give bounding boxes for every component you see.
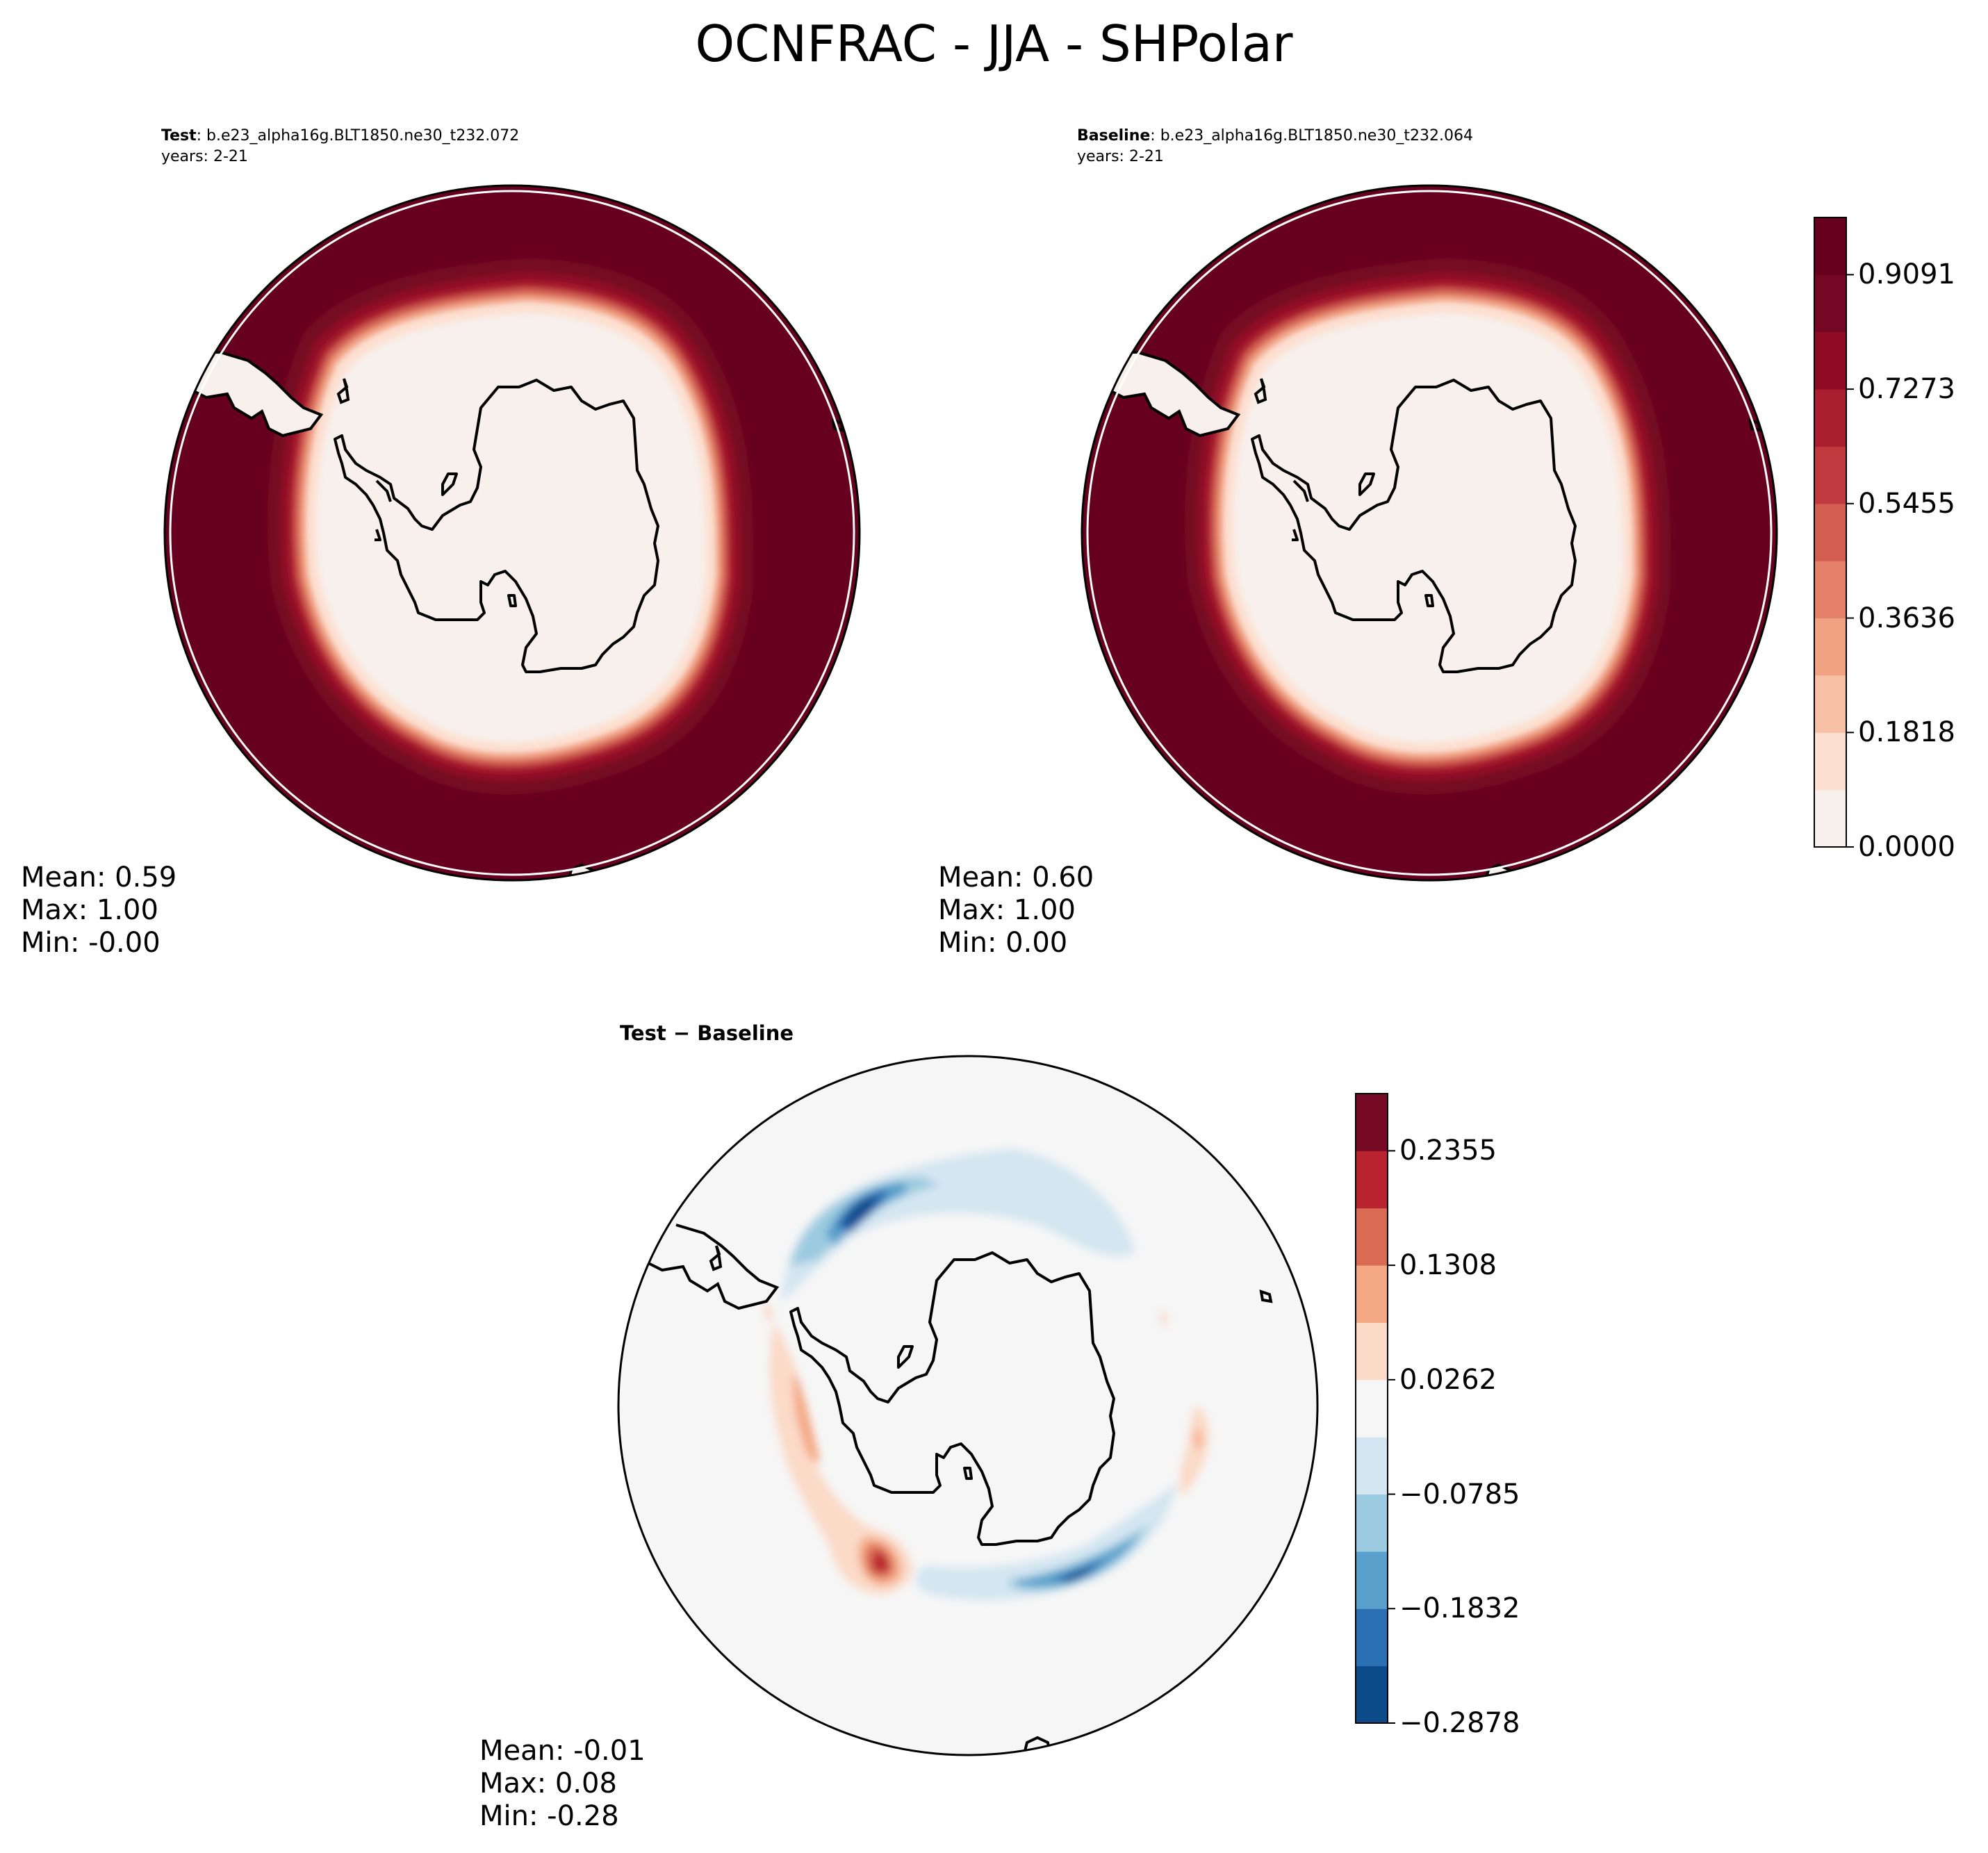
ice-edge-bands bbox=[267, 257, 754, 795]
difference-anomalies bbox=[764, 1148, 1209, 1601]
colorbar-tick-label: 0.9091 bbox=[1858, 258, 1955, 291]
colorbar-band bbox=[1356, 1208, 1388, 1266]
colorbar-band bbox=[1356, 1551, 1388, 1609]
colorbar-band bbox=[1356, 1608, 1388, 1667]
colorbar-tick-label: 0.5455 bbox=[1858, 487, 1955, 520]
colorbar-tick-label: 0.0262 bbox=[1399, 1363, 1497, 1396]
ice-edge-bands bbox=[1184, 257, 1671, 795]
test-label: Test: b.e23_alpha16g.BLT1850.ne30_t232.0… bbox=[161, 126, 519, 147]
colorbar-tick-label: 0.2355 bbox=[1399, 1135, 1497, 1167]
colorbar-band bbox=[1814, 217, 1846, 275]
colorbar-tick-label: 0.0000 bbox=[1858, 831, 1955, 863]
difference-map bbox=[617, 1055, 1319, 1756]
difference-mean: Mean: -0.01 bbox=[479, 1735, 646, 1767]
colorbar-tick-label: 0.7273 bbox=[1858, 373, 1955, 406]
small-island bbox=[1259, 1290, 1273, 1303]
island bbox=[336, 378, 350, 404]
colorbar-band bbox=[1356, 1494, 1388, 1552]
colorbar-tick-label: −0.0785 bbox=[1399, 1478, 1520, 1510]
colorbar-band bbox=[1814, 389, 1846, 447]
colorbar-band bbox=[1814, 446, 1846, 504]
colorbar-outline bbox=[1814, 217, 1847, 848]
colorbar-band bbox=[1814, 618, 1846, 676]
baseline-max: Max: 1.00 bbox=[938, 894, 1076, 926]
small-island bbox=[1748, 418, 1762, 432]
colorbar-band bbox=[1814, 789, 1846, 848]
test-max: Max: 1.00 bbox=[21, 894, 158, 926]
test-mean: Mean: 0.59 bbox=[21, 862, 177, 893]
test-case-name: : b.e23_alpha16g.BLT1850.ne30_t232.072 bbox=[196, 127, 520, 145]
baseline-min: Min: 0.00 bbox=[938, 927, 1068, 959]
colorbar-band bbox=[1814, 675, 1846, 733]
south-america-land bbox=[618, 1224, 780, 1310]
test-stats: Mean: 0.59 Max: 1.00 Min: -0.00 bbox=[21, 862, 176, 960]
baseline-years: years: 2-21 bbox=[1077, 148, 1164, 165]
colorbar-tick-label: 0.3636 bbox=[1858, 602, 1955, 634]
island bbox=[709, 1245, 723, 1271]
antarctica-coastline bbox=[1251, 379, 1577, 673]
difference-stats: Mean: -0.01 Max: 0.08 Min: -0.28 bbox=[479, 1735, 646, 1833]
baseline-stats: Mean: 0.60 Max: 1.00 Min: 0.00 bbox=[938, 862, 1094, 960]
colorbar-tick-label: 0.1308 bbox=[1399, 1249, 1497, 1282]
figure-title: OCNFRAC - JJA - SHPolar bbox=[695, 15, 1293, 73]
colorbar-band bbox=[1356, 1151, 1388, 1209]
test-min: Min: -0.00 bbox=[21, 927, 161, 959]
colorbar-band bbox=[1814, 561, 1846, 619]
difference-background bbox=[618, 1056, 1317, 1755]
baseline-case-name: : b.e23_alpha16g.BLT1850.ne30_t232.064 bbox=[1150, 127, 1473, 145]
colorbar-band bbox=[1356, 1094, 1388, 1151]
island bbox=[1254, 378, 1267, 404]
colorbar-band bbox=[1814, 503, 1846, 561]
colorbar-band bbox=[1356, 1437, 1388, 1495]
colorbar-band bbox=[1356, 1665, 1388, 1724]
colorbar-band bbox=[1356, 1379, 1388, 1438]
test-years: years: 2-21 bbox=[161, 148, 248, 165]
difference-max: Max: 0.08 bbox=[479, 1768, 617, 1800]
colorbar-diff bbox=[1355, 1093, 1395, 1724]
antarctica-coastline bbox=[789, 1251, 1115, 1546]
difference-min: Min: -0.28 bbox=[479, 1800, 619, 1832]
colorbar-band bbox=[1814, 274, 1846, 333]
baseline-map bbox=[1081, 184, 1778, 882]
colorbar-tick-label: −0.2878 bbox=[1399, 1707, 1520, 1739]
colorbar-band bbox=[1356, 1265, 1388, 1323]
colorbar-band bbox=[1814, 732, 1846, 791]
colorbar-outline bbox=[1355, 1093, 1388, 1724]
antarctica-coastline bbox=[334, 379, 659, 673]
colorbar-band bbox=[1814, 331, 1846, 390]
difference-title: Test − Baseline bbox=[620, 1021, 794, 1045]
small-island bbox=[831, 418, 845, 432]
colorbar-band bbox=[1356, 1322, 1388, 1381]
test-map bbox=[163, 184, 861, 882]
colorbar-main bbox=[1814, 217, 1854, 848]
test-label-bold: Test bbox=[161, 127, 197, 145]
colorbar-tick-label: 0.1818 bbox=[1858, 716, 1955, 749]
baseline-mean: Mean: 0.60 bbox=[938, 862, 1094, 893]
baseline-label-bold: Baseline bbox=[1077, 127, 1151, 145]
colorbar-tick-label: −0.1832 bbox=[1399, 1592, 1520, 1625]
baseline-label: Baseline: b.e23_alpha16g.BLT1850.ne30_t2… bbox=[1077, 126, 1473, 147]
